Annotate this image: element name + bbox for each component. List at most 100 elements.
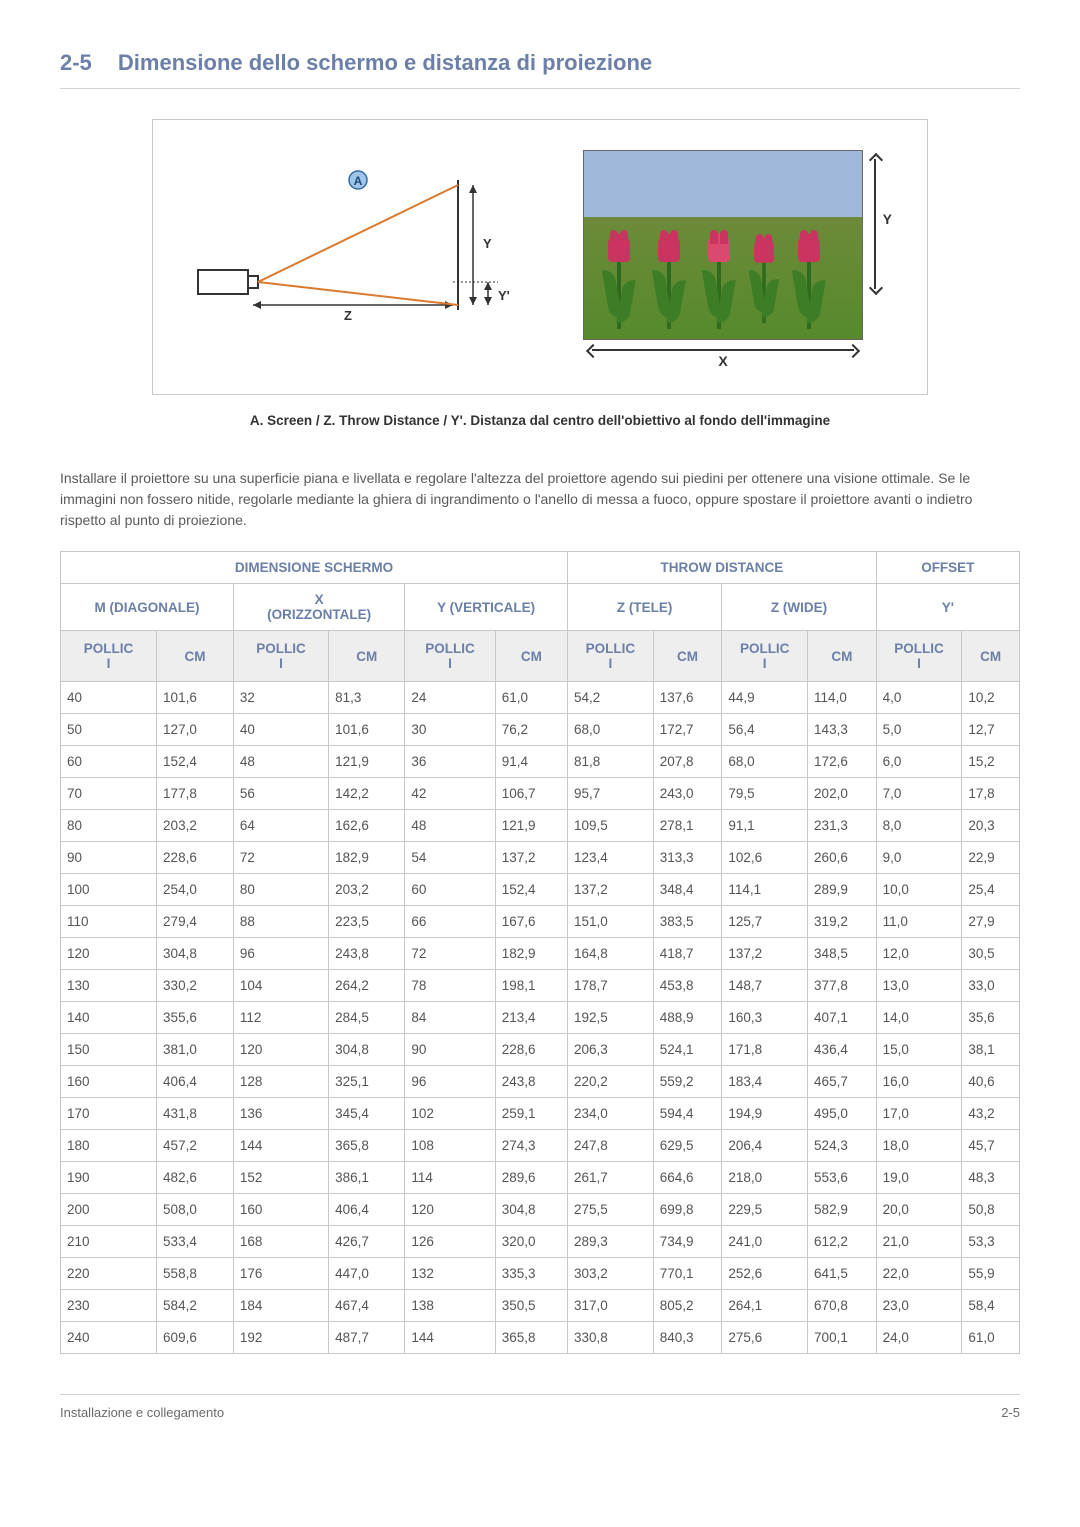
table-cell: 348,5 [808, 938, 877, 970]
table-cell: 167,6 [495, 906, 567, 938]
table-cell: 151,0 [568, 906, 654, 938]
table-cell: 220 [61, 1258, 157, 1290]
table-cell: 81,3 [329, 682, 405, 714]
table-cell: 43,2 [962, 1098, 1020, 1130]
table-cell: 50,8 [962, 1194, 1020, 1226]
table-cell: 95,7 [568, 778, 654, 810]
table-cell: 101,6 [157, 682, 234, 714]
th-unit-cm: CM [653, 631, 722, 682]
table-cell: 15,0 [876, 1034, 962, 1066]
table-cell: 247,8 [568, 1130, 654, 1162]
table-cell: 243,8 [495, 1066, 567, 1098]
table-cell: 350,5 [495, 1290, 567, 1322]
table-cell: 406,4 [329, 1194, 405, 1226]
table-cell: 80 [61, 810, 157, 842]
table-cell: 100 [61, 874, 157, 906]
table-cell: 482,6 [157, 1162, 234, 1194]
table-cell: 33,0 [962, 970, 1020, 1002]
table-cell: 202,0 [808, 778, 877, 810]
th-unit-pollici: POLLICI [876, 631, 962, 682]
table-cell: 45,7 [962, 1130, 1020, 1162]
table-cell: 243,8 [329, 938, 405, 970]
table-cell: 406,4 [157, 1066, 234, 1098]
table-cell: 88 [233, 906, 328, 938]
table-cell: 223,5 [329, 906, 405, 938]
table-cell: 192 [233, 1322, 328, 1354]
table-cell: 584,2 [157, 1290, 234, 1322]
table-cell: 30,5 [962, 938, 1020, 970]
table-cell: 53,3 [962, 1226, 1020, 1258]
table-cell: 8,0 [876, 810, 962, 842]
table-cell: 386,1 [329, 1162, 405, 1194]
table-cell: 72 [233, 842, 328, 874]
table-row: 220558,8176447,0132335,3303,2770,1252,66… [61, 1258, 1020, 1290]
table-cell: 284,5 [329, 1002, 405, 1034]
table-cell: 40 [61, 682, 157, 714]
table-cell: 508,0 [157, 1194, 234, 1226]
th-unit-pollici: POLLICI [722, 631, 808, 682]
table-cell: 125,7 [722, 906, 808, 938]
table-cell: 17,8 [962, 778, 1020, 810]
table-cell: 48,3 [962, 1162, 1020, 1194]
table-cell: 198,1 [495, 970, 567, 1002]
table-cell: 524,1 [653, 1034, 722, 1066]
table-cell: 207,8 [653, 746, 722, 778]
table-cell: 137,2 [568, 874, 654, 906]
table-cell: 91,4 [495, 746, 567, 778]
table-cell: 200 [61, 1194, 157, 1226]
th-unit-pollici: POLLICI [568, 631, 654, 682]
table-cell: 559,2 [653, 1066, 722, 1098]
table-cell: 120 [61, 938, 157, 970]
table-cell: 192,5 [568, 1002, 654, 1034]
table-cell: 120 [233, 1034, 328, 1066]
projection-diagram-front: Y X [583, 150, 863, 340]
table-cell: 40,6 [962, 1066, 1020, 1098]
table-row: 140355,6112284,584213,4192,5488,9160,340… [61, 1002, 1020, 1034]
table-cell: 38,1 [962, 1034, 1020, 1066]
table-cell: 210 [61, 1226, 157, 1258]
label-z: Z [344, 308, 352, 323]
table-cell: 203,2 [329, 874, 405, 906]
table-cell: 594,4 [653, 1098, 722, 1130]
table-cell: 279,4 [157, 906, 234, 938]
table-cell: 289,6 [495, 1162, 567, 1194]
table-cell: 230 [61, 1290, 157, 1322]
table-cell: 582,9 [808, 1194, 877, 1226]
table-cell: 313,3 [653, 842, 722, 874]
table-cell: 5,0 [876, 714, 962, 746]
body-paragraph: Installare il proiettore su una superfic… [60, 468, 1020, 531]
table-cell: 72 [405, 938, 495, 970]
table-cell: 365,8 [329, 1130, 405, 1162]
table-cell: 22,9 [962, 842, 1020, 874]
table-cell: 35,6 [962, 1002, 1020, 1034]
table-cell: 20,3 [962, 810, 1020, 842]
table-row: 180457,2144365,8108274,3247,8629,5206,45… [61, 1130, 1020, 1162]
table-cell: 229,5 [722, 1194, 808, 1226]
table-cell: 142,2 [329, 778, 405, 810]
table-cell: 168 [233, 1226, 328, 1258]
th-z-wide: Z (WIDE) [722, 584, 876, 631]
table-cell: 330,8 [568, 1322, 654, 1354]
table-cell: 252,6 [722, 1258, 808, 1290]
table-cell: 436,4 [808, 1034, 877, 1066]
table-cell: 203,2 [157, 810, 234, 842]
table-cell: 123,4 [568, 842, 654, 874]
table-cell: 172,7 [653, 714, 722, 746]
table-cell: 178,7 [568, 970, 654, 1002]
table-cell: 4,0 [876, 682, 962, 714]
table-cell: 381,0 [157, 1034, 234, 1066]
table-cell: 190 [61, 1162, 157, 1194]
table-cell: 18,0 [876, 1130, 962, 1162]
th-unit-pollici: POLLICI [233, 631, 328, 682]
th-group-throw: THROW DISTANCE [568, 552, 877, 584]
table-cell: 274,3 [495, 1130, 567, 1162]
table-cell: 108 [405, 1130, 495, 1162]
table-cell: 152,4 [495, 874, 567, 906]
diagram-container: Z A Y Y' [60, 119, 1020, 395]
table-cell: 172,6 [808, 746, 877, 778]
table-cell: 56 [233, 778, 328, 810]
table-cell: 64 [233, 810, 328, 842]
table-cell: 182,9 [329, 842, 405, 874]
table-cell: 32 [233, 682, 328, 714]
table-cell: 330,2 [157, 970, 234, 1002]
